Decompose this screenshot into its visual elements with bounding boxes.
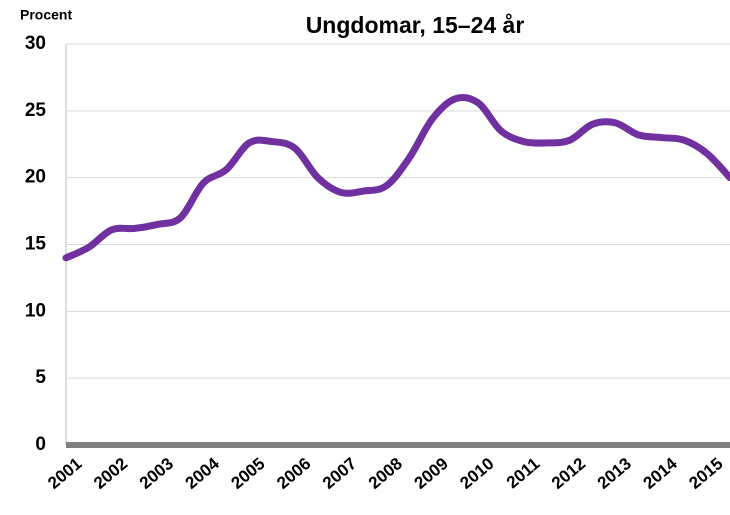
- x-tick-label: 2009: [411, 454, 452, 493]
- x-tick-label: 2012: [548, 454, 589, 493]
- x-tick-label: 2004: [182, 454, 224, 493]
- y-tick-label: 20: [25, 167, 46, 188]
- x-tick-label: 2015: [685, 454, 726, 493]
- y-tick-label: 0: [35, 434, 46, 455]
- x-tick-label: 2001: [44, 454, 85, 493]
- y-tick-label: 10: [25, 300, 46, 321]
- y-tick-label: 25: [25, 100, 47, 121]
- x-tick-label: 2003: [136, 454, 177, 493]
- x-tick-label: 2010: [456, 454, 497, 493]
- x-tick-label: 2014: [640, 454, 682, 493]
- x-tick-label: 2002: [90, 454, 131, 493]
- x-tick-label: 2007: [319, 454, 360, 493]
- x-tick-label: 2011: [503, 454, 543, 492]
- x-tick-label: 2013: [594, 454, 635, 493]
- x-tick-label: 2006: [273, 454, 314, 493]
- x-tick-label: 2005: [227, 454, 268, 493]
- y-tick-label: 15: [25, 234, 47, 255]
- y-axis-label: Procent: [20, 7, 72, 23]
- data-line: [62, 93, 730, 262]
- x-tick-label: 2008: [365, 454, 406, 493]
- y-tick-label: 30: [25, 33, 46, 54]
- chart-title: Ungdomar, 15–24 år: [306, 12, 525, 38]
- y-tick-label: 5: [35, 367, 46, 388]
